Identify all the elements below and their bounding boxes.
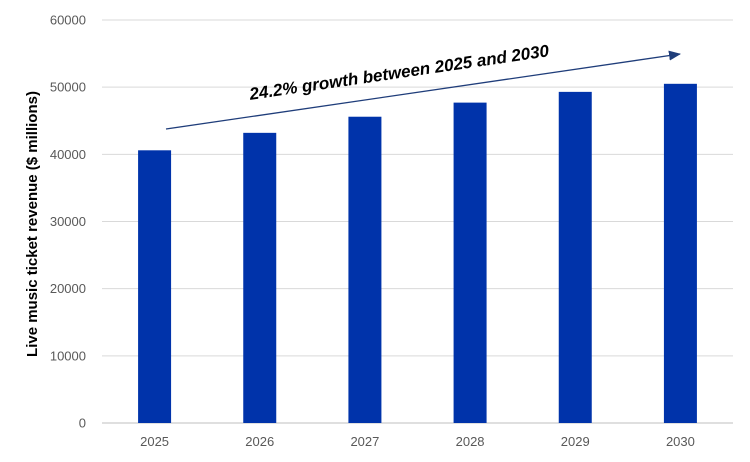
growth-arrow: [165, 50, 681, 130]
x-tick-label: 2029: [561, 434, 590, 449]
bar-2030: [663, 83, 697, 423]
x-tick-label: 2027: [350, 434, 379, 449]
y-axis-label: Live music ticket revenue ($ millions): [24, 91, 41, 357]
y-tick-label: 60000: [50, 13, 86, 28]
y-tick-label: 40000: [50, 147, 86, 162]
bar-2029: [558, 91, 592, 423]
bar-2025: [138, 150, 172, 423]
bar-2027: [348, 116, 382, 423]
gridlines: [102, 19, 733, 424]
x-tick-label: 2028: [456, 434, 485, 449]
bar-2028: [453, 102, 487, 424]
x-tick-label: 2030: [666, 434, 695, 449]
y-tick-label: 10000: [50, 348, 86, 363]
y-axis-ticks: 0 10000 20000 30000 40000 50000 60000: [50, 13, 86, 431]
y-tick-label: 0: [79, 416, 86, 431]
y-tick-label: 30000: [50, 214, 86, 229]
y-tick-label: 50000: [50, 80, 86, 95]
x-axis-ticks: 2025 2026 2027 2028 2029 2030: [140, 434, 695, 449]
x-tick-label: 2025: [140, 434, 169, 449]
y-tick-label: 20000: [50, 281, 86, 296]
x-tick-label: 2026: [245, 434, 274, 449]
bars: [138, 83, 697, 424]
bar-2026: [243, 132, 277, 423]
